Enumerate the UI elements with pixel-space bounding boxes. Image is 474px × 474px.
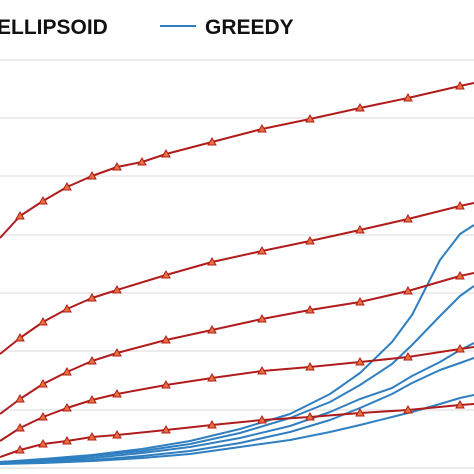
data-point-ellipsoid-5-2	[15, 444, 25, 454]
data-point-ellipsoid-4-3	[38, 411, 48, 421]
data-point-ellipsoid-2-12	[403, 213, 413, 223]
data-point-ellipsoid-1-6	[112, 161, 122, 171]
data-point-ellipsoid-1-10	[257, 123, 267, 133]
data-point-ellipsoid-4-10	[305, 361, 315, 371]
data-point-ellipsoid-2-13	[455, 200, 465, 210]
data-point-ellipsoid-1-8	[161, 148, 171, 158]
series-line-greedy-3	[0, 342, 474, 464]
data-point-ellipsoid-3-12	[403, 285, 413, 295]
data-point-ellipsoid-3-11	[355, 296, 365, 306]
data-point-ellipsoid-4-8	[207, 372, 217, 382]
data-point-ellipsoid-2-7	[161, 269, 171, 279]
data-point-ellipsoid-1-11	[305, 113, 315, 123]
data-point-ellipsoid-5-7	[161, 424, 171, 434]
data-point-ellipsoid-5-6	[112, 429, 122, 439]
data-point-ellipsoid-3-9	[257, 313, 267, 323]
data-point-ellipsoid-2-5	[87, 292, 97, 302]
data-point-ellipsoid-1-2	[15, 210, 25, 220]
series-line-ellipsoid-5	[0, 403, 474, 458]
legend: ELLIPSOID GREEDY	[0, 16, 294, 39]
data-point-ellipsoid-5-3	[38, 438, 48, 448]
data-point-ellipsoid-4-12	[403, 351, 413, 361]
data-point-ellipsoid-1-4	[62, 181, 72, 191]
data-point-ellipsoid-5-13	[455, 399, 465, 409]
data-point-ellipsoid-3-2	[15, 393, 25, 403]
data-point-ellipsoid-5-4	[62, 435, 72, 445]
data-point-ellipsoid-4-2	[15, 422, 25, 432]
data-point-ellipsoid-4-6	[112, 388, 122, 398]
data-point-ellipsoid-5-11	[355, 407, 365, 417]
data-point-ellipsoid-1-14	[455, 80, 465, 90]
data-point-ellipsoid-3-10	[305, 304, 315, 314]
data-point-ellipsoid-4-7	[161, 379, 171, 389]
data-point-ellipsoid-4-9	[257, 365, 267, 375]
data-point-ellipsoid-3-4	[62, 366, 72, 376]
data-point-ellipsoid-5-9	[257, 414, 267, 424]
gridlines	[0, 59, 474, 469]
data-point-ellipsoid-1-7	[137, 156, 147, 166]
data-point-ellipsoid-5-8	[207, 419, 217, 429]
data-point-ellipsoid-2-3	[38, 316, 48, 326]
data-point-ellipsoid-3-5	[87, 355, 97, 365]
data-point-ellipsoid-5-10	[305, 411, 315, 421]
data-point-ellipsoid-4-13	[455, 343, 465, 353]
data-point-ellipsoid-4-11	[355, 356, 365, 366]
data-point-ellipsoid-3-6	[112, 347, 122, 357]
series-layer	[0, 80, 474, 465]
data-point-ellipsoid-3-8	[207, 324, 217, 334]
data-point-ellipsoid-1-3	[38, 195, 48, 205]
data-point-ellipsoid-5-12	[403, 404, 413, 414]
series-line-greedy-5	[0, 394, 474, 465]
series-line-ellipsoid-1	[0, 82, 474, 239]
data-point-ellipsoid-4-4	[62, 402, 72, 412]
series-line-greedy-1	[0, 224, 474, 463]
data-point-ellipsoid-2-10	[305, 235, 315, 245]
data-point-ellipsoid-2-6	[112, 284, 122, 294]
legend-label-ellipsoid: ELLIPSOID	[0, 16, 108, 39]
data-point-ellipsoid-2-2	[15, 332, 25, 342]
series-line-greedy-4	[0, 357, 474, 464]
data-point-ellipsoid-2-9	[257, 245, 267, 255]
data-point-ellipsoid-2-8	[207, 256, 217, 266]
series-line-ellipsoid-2	[0, 202, 474, 355]
data-point-ellipsoid-1-9	[207, 136, 217, 146]
legend-label-greedy: GREEDY	[205, 16, 294, 39]
data-point-ellipsoid-5-5	[87, 431, 97, 441]
series-line-ellipsoid-4	[0, 346, 474, 442]
data-point-ellipsoid-1-5	[87, 170, 97, 180]
data-point-ellipsoid-3-3	[38, 378, 48, 388]
data-point-ellipsoid-2-11	[355, 224, 365, 234]
data-point-ellipsoid-3-13	[455, 270, 465, 280]
data-point-ellipsoid-2-4	[62, 303, 72, 313]
data-point-ellipsoid-1-12	[355, 102, 365, 112]
data-point-ellipsoid-3-7	[161, 334, 171, 344]
data-point-ellipsoid-1-13	[403, 92, 413, 102]
data-point-ellipsoid-4-5	[87, 394, 97, 404]
series-line-greedy-2	[0, 285, 474, 463]
series-line-ellipsoid-3	[0, 272, 474, 415]
